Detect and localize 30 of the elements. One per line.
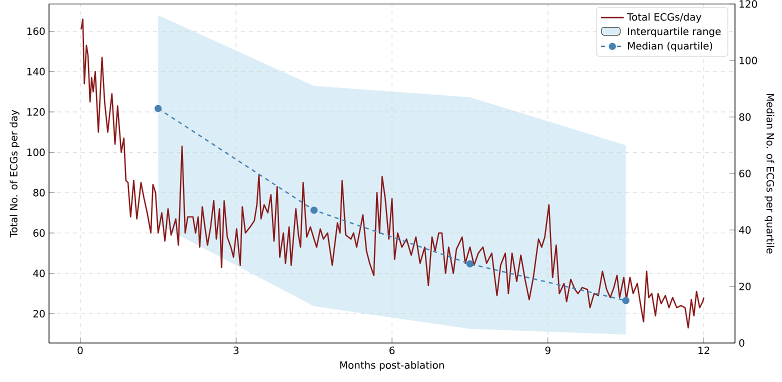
annotation: Interquartile range — [628, 27, 721, 38]
y-tick-label: 100 — [27, 148, 45, 156]
y-tick-label: 80 — [33, 188, 45, 196]
y-tick-label: 20 — [33, 310, 45, 318]
y-tick-label: 120 — [27, 108, 45, 116]
x-tick-label: 12 — [698, 346, 710, 354]
point — [622, 297, 630, 304]
y2-axis-title: Median No. of ECGs per quartile — [764, 94, 774, 254]
y2-tick-label: 100 — [740, 56, 757, 64]
x-tick-label: 3 — [234, 346, 238, 354]
x-tick-label: 9 — [545, 346, 550, 354]
y-tick-label: 40 — [33, 270, 45, 278]
y2-tick-label: 120 — [740, 0, 757, 8]
x-axis-title: Months post-ablation — [340, 361, 444, 371]
y2-tick-label: 20 — [739, 282, 751, 290]
x-tick-label: 0 — [78, 346, 83, 354]
y2-tick-label: 60 — [739, 170, 751, 178]
y2-tick-label: 0 — [739, 339, 744, 347]
y2-tick-label: 40 — [739, 226, 751, 234]
point — [310, 206, 318, 214]
y-tick-label: 160 — [27, 27, 45, 36]
legend-label: Median (quartile) — [628, 42, 712, 52]
y-axis-title: Total No. of ECGs per day — [10, 110, 20, 238]
point — [466, 260, 474, 268]
legend-label: Total ECGs/day — [627, 12, 702, 23]
point — [154, 104, 162, 112]
y-tick-label: 60 — [33, 229, 45, 237]
y-tick-label: 140 — [27, 68, 45, 76]
x-tick-label: 6 — [390, 346, 395, 354]
y2-tick-label: 80 — [739, 113, 751, 121]
